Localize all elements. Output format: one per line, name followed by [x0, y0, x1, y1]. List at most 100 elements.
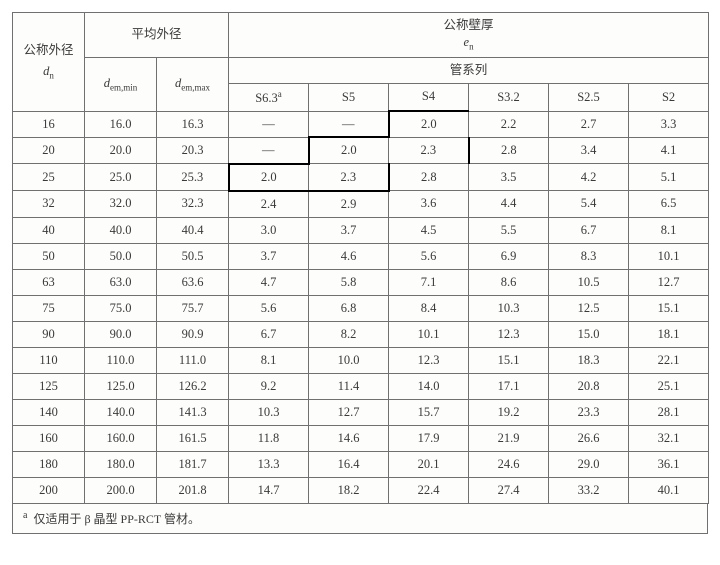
- table-row: 140140.0141.310.312.715.719.223.328.1: [13, 399, 709, 425]
- cell-value: 14.6: [309, 425, 389, 451]
- cell-value: 25.1: [629, 373, 709, 399]
- cell-dmin: 32.0: [85, 191, 157, 217]
- cell-value: —: [309, 111, 389, 137]
- cell-value: 2.3: [389, 137, 469, 163]
- table-footnote: a 仅适用于 β 晶型 PP-RCT 管材。: [12, 504, 708, 534]
- cell-value: 33.2: [549, 477, 629, 503]
- cell-value: 8.1: [229, 347, 309, 373]
- cell-value: 15.7: [389, 399, 469, 425]
- cell-value: 5.5: [469, 217, 549, 243]
- cell-dmin: 63.0: [85, 269, 157, 295]
- cell-value: 8.3: [549, 243, 629, 269]
- cell-value: 5.1: [629, 164, 709, 191]
- cell-value: 2.0: [389, 111, 469, 137]
- cell-dn: 25: [13, 164, 85, 191]
- cell-dn: 40: [13, 217, 85, 243]
- cell-value: 10.3: [229, 399, 309, 425]
- cell-value: 36.1: [629, 451, 709, 477]
- cell-value: 4.5: [389, 217, 469, 243]
- cell-dmax: 201.8: [157, 477, 229, 503]
- cell-dmax: 181.7: [157, 451, 229, 477]
- cell-value: 6.7: [549, 217, 629, 243]
- cell-dmax: 90.9: [157, 321, 229, 347]
- cell-dmin: 125.0: [85, 373, 157, 399]
- cell-dn: 140: [13, 399, 85, 425]
- cell-value: 15.0: [549, 321, 629, 347]
- cell-dmax: 63.6: [157, 269, 229, 295]
- series-header-S3-2: S3.2: [469, 83, 549, 111]
- cell-value: 20.8: [549, 373, 629, 399]
- footnote-text: 仅适用于 β 晶型 PP-RCT 管材。: [33, 512, 200, 526]
- cell-dmin: 75.0: [85, 295, 157, 321]
- cell-dmax: 141.3: [157, 399, 229, 425]
- cell-value: 14.7: [229, 477, 309, 503]
- cell-value: 22.1: [629, 347, 709, 373]
- cell-dmin: 160.0: [85, 425, 157, 451]
- cell-value: 3.3: [629, 111, 709, 137]
- cell-dmax: 25.3: [157, 164, 229, 191]
- cell-value: 10.5: [549, 269, 629, 295]
- cell-value: 2.2: [469, 111, 549, 137]
- cell-value: 13.3: [229, 451, 309, 477]
- cell-value: 6.5: [629, 191, 709, 217]
- cell-value: 19.2: [469, 399, 549, 425]
- cell-value: 4.6: [309, 243, 389, 269]
- cell-value: 7.1: [389, 269, 469, 295]
- cell-dmax: 20.3: [157, 137, 229, 163]
- cell-value: 3.4: [549, 137, 629, 163]
- cell-dmin: 180.0: [85, 451, 157, 477]
- cell-dn: 200: [13, 477, 85, 503]
- table-body: 1616.016.3——2.02.22.73.32020.020.3—2.02.…: [13, 111, 709, 503]
- cell-value: 10.1: [389, 321, 469, 347]
- cell-dn: 50: [13, 243, 85, 269]
- table-row: 7575.075.75.66.88.410.312.515.1: [13, 295, 709, 321]
- cell-value: 28.1: [629, 399, 709, 425]
- cell-value: 3.7: [229, 243, 309, 269]
- cell-value: 21.9: [469, 425, 549, 451]
- table-row: 5050.050.53.74.65.66.98.310.1: [13, 243, 709, 269]
- cell-value: 4.4: [469, 191, 549, 217]
- table-row: 110110.0111.08.110.012.315.118.322.1: [13, 347, 709, 373]
- cell-value: 18.3: [549, 347, 629, 373]
- cell-dmax: 40.4: [157, 217, 229, 243]
- cell-dmax: 75.7: [157, 295, 229, 321]
- cell-value: 5.8: [309, 269, 389, 295]
- cell-value: 8.4: [389, 295, 469, 321]
- table-row: 125125.0126.29.211.414.017.120.825.1: [13, 373, 709, 399]
- cell-dmax: 16.3: [157, 111, 229, 137]
- cell-value: 4.7: [229, 269, 309, 295]
- cell-value: 10.3: [469, 295, 549, 321]
- cell-value: 3.0: [229, 217, 309, 243]
- cell-value: 5.6: [229, 295, 309, 321]
- cell-value: 4.1: [629, 137, 709, 163]
- cell-value: 12.5: [549, 295, 629, 321]
- cell-dmin: 110.0: [85, 347, 157, 373]
- cell-dmin: 90.0: [85, 321, 157, 347]
- cell-value: 3.7: [309, 217, 389, 243]
- cell-value: 29.0: [549, 451, 629, 477]
- table-row: 180180.0181.713.316.420.124.629.036.1: [13, 451, 709, 477]
- cell-dn: 125: [13, 373, 85, 399]
- cell-value: 3.6: [389, 191, 469, 217]
- cell-value: 5.4: [549, 191, 629, 217]
- cell-dmin: 40.0: [85, 217, 157, 243]
- cell-value: 8.1: [629, 217, 709, 243]
- cell-value: 2.3: [309, 164, 389, 191]
- cell-value: 15.1: [629, 295, 709, 321]
- cell-value: 6.8: [309, 295, 389, 321]
- cell-value: 8.2: [309, 321, 389, 347]
- col-header-wall-thickness: 公称壁厚 en: [229, 13, 709, 58]
- table-row: 160160.0161.511.814.617.921.926.632.1: [13, 425, 709, 451]
- cell-dn: 32: [13, 191, 85, 217]
- cell-value: 9.2: [229, 373, 309, 399]
- cell-value: 2.9: [309, 191, 389, 217]
- cell-value: 12.7: [309, 399, 389, 425]
- cell-dmin: 16.0: [85, 111, 157, 137]
- table-row: 200200.0201.814.718.222.427.433.240.1: [13, 477, 709, 503]
- col-header-dem-min: dem,min: [85, 57, 157, 111]
- cell-value: 17.1: [469, 373, 549, 399]
- series-header-S2-5: S2.5: [549, 83, 629, 111]
- cell-dmax: 161.5: [157, 425, 229, 451]
- cell-value: 2.7: [549, 111, 629, 137]
- series-header-S5: S5: [309, 83, 389, 111]
